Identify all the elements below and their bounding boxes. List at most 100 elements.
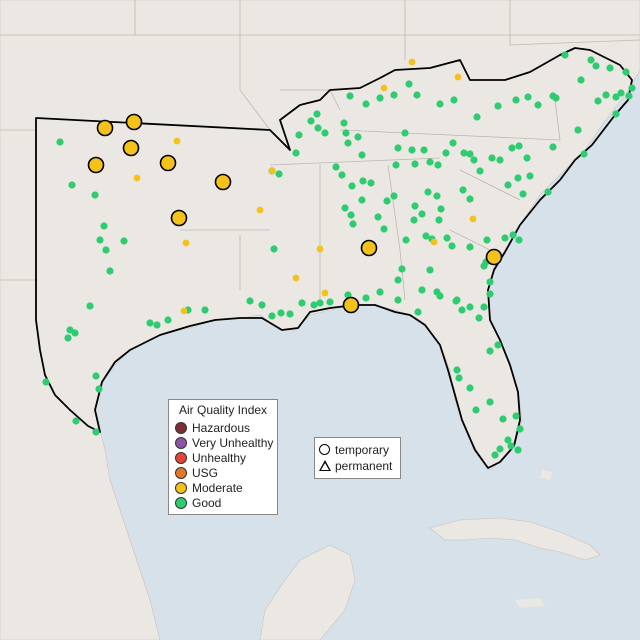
monitor-site-good[interactable]	[460, 149, 468, 157]
monitor-site-moderate[interactable]	[380, 84, 388, 92]
monitor-site-moderate-large[interactable]	[485, 248, 503, 266]
monitor-site-moderate-large[interactable]	[87, 156, 105, 174]
monitor-site-good[interactable]	[514, 174, 522, 182]
monitor-site-good[interactable]	[292, 149, 300, 157]
monitor-site-good[interactable]	[507, 442, 515, 450]
monitor-site-good[interactable]	[358, 151, 366, 159]
monitor-site-good[interactable]	[349, 220, 357, 228]
monitor-site-good[interactable]	[398, 265, 406, 273]
monitor-site-good[interactable]	[625, 92, 633, 100]
monitor-site-good[interactable]	[68, 181, 76, 189]
monitor-site-good[interactable]	[574, 126, 582, 134]
monitor-site-good[interactable]	[326, 298, 334, 306]
monitor-site-good[interactable]	[408, 146, 416, 154]
monitor-site-good[interactable]	[268, 312, 276, 320]
monitor-site-good[interactable]	[100, 222, 108, 230]
monitor-site-good[interactable]	[483, 236, 491, 244]
monitor-site-good[interactable]	[515, 236, 523, 244]
monitor-site-good[interactable]	[466, 195, 474, 203]
monitor-site-good[interactable]	[486, 347, 494, 355]
monitor-site-good[interactable]	[491, 451, 499, 459]
monitor-site-moderate-large[interactable]	[159, 154, 177, 172]
monitor-site-good[interactable]	[449, 139, 457, 147]
monitor-site-good[interactable]	[602, 91, 610, 99]
monitor-site-moderate[interactable]	[268, 167, 276, 175]
monitor-site-good[interactable]	[512, 96, 520, 104]
monitor-site-moderate[interactable]	[180, 307, 188, 315]
monitor-site-good[interactable]	[443, 234, 451, 242]
monitor-site-good[interactable]	[341, 204, 349, 212]
monitor-site-good[interactable]	[494, 341, 502, 349]
monitor-site-moderate[interactable]	[256, 206, 264, 214]
monitor-site-good[interactable]	[499, 415, 507, 423]
monitor-site-good[interactable]	[275, 170, 283, 178]
monitor-site-good[interactable]	[201, 306, 209, 314]
monitor-site-good[interactable]	[106, 267, 114, 275]
monitor-site-good[interactable]	[362, 294, 370, 302]
monitor-site-good[interactable]	[612, 110, 620, 118]
monitor-site-good[interactable]	[466, 384, 474, 392]
monitor-site-good[interactable]	[348, 182, 356, 190]
monitor-site-good[interactable]	[342, 129, 350, 137]
monitor-site-good[interactable]	[420, 146, 428, 154]
monitor-site-good[interactable]	[146, 319, 154, 327]
monitor-site-good[interactable]	[549, 143, 557, 151]
monitor-site-moderate-large[interactable]	[122, 139, 140, 157]
monitor-site-good[interactable]	[270, 245, 278, 253]
monitor-site-good[interactable]	[472, 406, 480, 414]
monitor-site-good[interactable]	[424, 188, 432, 196]
monitor-site-moderate[interactable]	[182, 239, 190, 247]
monitor-site-good[interactable]	[470, 156, 478, 164]
monitor-site-good[interactable]	[402, 236, 410, 244]
monitor-site-good[interactable]	[367, 179, 375, 187]
monitor-site-good[interactable]	[321, 129, 329, 137]
monitor-site-good[interactable]	[455, 374, 463, 382]
monitor-site-good[interactable]	[422, 232, 430, 240]
monitor-site-good[interactable]	[504, 436, 512, 444]
monitor-site-good[interactable]	[405, 80, 413, 88]
monitor-site-good[interactable]	[390, 192, 398, 200]
monitor-site-good[interactable]	[418, 210, 426, 218]
monitor-site-good[interactable]	[622, 68, 630, 76]
monitor-site-good[interactable]	[277, 309, 285, 317]
monitor-site-good[interactable]	[486, 398, 494, 406]
monitor-site-good[interactable]	[64, 334, 72, 342]
monitor-site-good[interactable]	[383, 197, 391, 205]
monitor-site-good[interactable]	[534, 101, 542, 109]
monitor-site-good[interactable]	[56, 138, 64, 146]
monitor-site-good[interactable]	[314, 124, 322, 132]
monitor-site-good[interactable]	[310, 301, 318, 309]
monitor-site-good[interactable]	[313, 110, 321, 118]
monitor-site-good[interactable]	[358, 196, 366, 204]
monitor-site-good[interactable]	[466, 150, 474, 158]
monitor-site-good[interactable]	[453, 366, 461, 374]
monitor-site-good[interactable]	[246, 297, 254, 305]
monitor-site-moderate-large[interactable]	[170, 209, 188, 227]
monitor-site-good[interactable]	[392, 161, 400, 169]
monitor-site-good[interactable]	[587, 56, 595, 64]
monitor-site-moderate[interactable]	[292, 274, 300, 282]
monitor-site-good[interactable]	[346, 92, 354, 100]
monitor-site-good[interactable]	[426, 266, 434, 274]
monitor-site-moderate-large[interactable]	[360, 239, 378, 257]
monitor-site-good[interactable]	[592, 62, 600, 70]
monitor-site-good[interactable]	[501, 234, 509, 242]
monitor-site-good[interactable]	[523, 154, 531, 162]
monitor-site-good[interactable]	[258, 301, 266, 309]
monitor-site-good[interactable]	[316, 299, 324, 307]
monitor-site-moderate-large[interactable]	[342, 296, 360, 314]
monitor-site-good[interactable]	[526, 172, 534, 180]
monitor-site-good[interactable]	[617, 89, 625, 97]
monitor-site-good[interactable]	[120, 237, 128, 245]
monitor-site-moderate[interactable]	[133, 174, 141, 182]
monitor-site-good[interactable]	[476, 167, 484, 175]
monitor-site-good[interactable]	[102, 246, 110, 254]
monitor-site-good[interactable]	[544, 188, 552, 196]
monitor-site-good[interactable]	[426, 158, 434, 166]
monitor-site-good[interactable]	[580, 150, 588, 158]
monitor-site-good[interactable]	[72, 417, 80, 425]
monitor-site-good[interactable]	[552, 94, 560, 102]
monitor-site-good[interactable]	[516, 425, 524, 433]
monitor-site-moderate-large[interactable]	[96, 119, 114, 137]
monitor-site-good[interactable]	[295, 131, 303, 139]
